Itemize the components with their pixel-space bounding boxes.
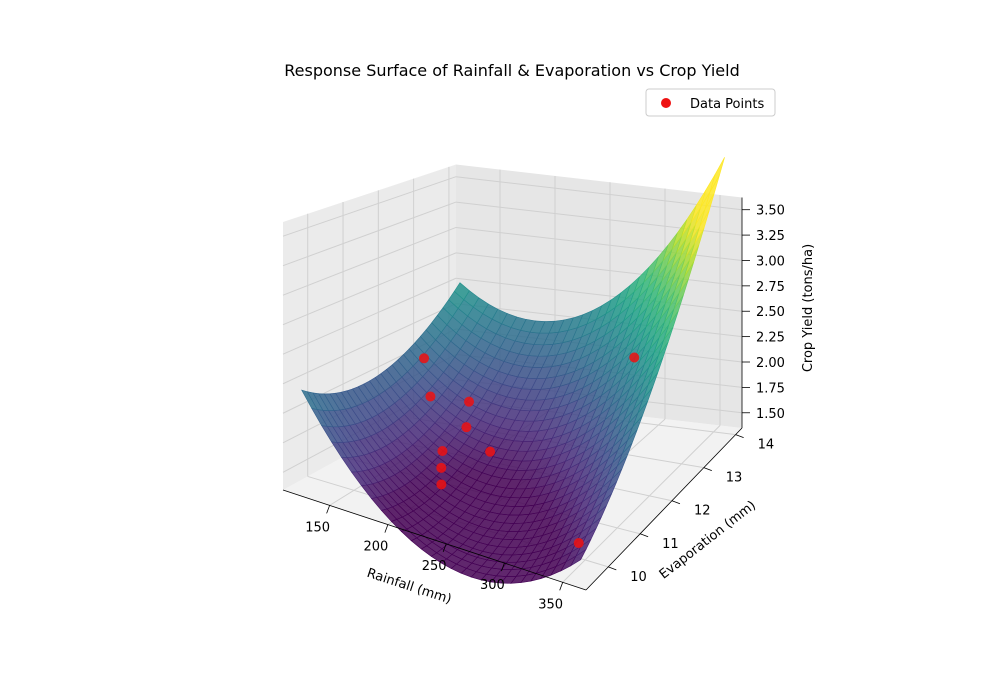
z-tick-label: 2.75 <box>756 280 785 295</box>
y-tick-label: 12 <box>694 504 711 519</box>
grid-line-z-back <box>455 277 743 312</box>
z-tick-label: 1.75 <box>756 381 785 396</box>
x-tick <box>501 562 505 572</box>
chart-title: Response Surface of Rainfall & Evaporati… <box>284 61 739 80</box>
grid-line-x-floor <box>562 425 721 583</box>
grid-line-z-left <box>282 303 457 385</box>
z-tick-label: 3.00 <box>756 254 785 269</box>
y-tick <box>608 566 617 571</box>
z-axis-label: Crop Yield (tons/ha) <box>801 244 816 372</box>
data-point <box>485 446 496 457</box>
legend-label: Data Points <box>690 97 764 112</box>
y-tick-label: 10 <box>630 570 647 585</box>
x-tick <box>442 543 447 552</box>
y-tick <box>735 434 744 438</box>
grid-line-z-left <box>282 201 457 267</box>
data-point <box>436 479 447 490</box>
x-tick-label: 300 <box>480 578 505 593</box>
grid-line-z-back <box>455 176 743 211</box>
x-tick-label: 150 <box>305 520 330 535</box>
x-tick <box>326 505 330 514</box>
y-tick <box>671 500 681 505</box>
data-point <box>464 396 475 407</box>
z-tick-label: 2.50 <box>756 305 785 320</box>
z-tick-label: 3.50 <box>756 204 785 219</box>
grid-line-z-back <box>455 252 743 287</box>
x-tick-label: 250 <box>422 559 447 574</box>
x-tick-label: 350 <box>538 597 563 612</box>
y-axis-line <box>585 427 743 591</box>
x-tick <box>559 582 564 591</box>
legend: Data Points <box>645 88 776 117</box>
surface-facet <box>453 282 470 301</box>
response-surface <box>301 157 725 584</box>
data-point <box>461 422 472 433</box>
grid-line-z-left <box>282 176 457 237</box>
x-tick-label: 200 <box>363 540 388 555</box>
grid-line-z-left <box>282 277 457 355</box>
grid-line-z-left <box>282 252 457 326</box>
data-point <box>437 445 448 456</box>
data-point <box>573 538 584 549</box>
data-point <box>425 391 436 402</box>
y-tick-label: 14 <box>758 438 775 453</box>
grid-line-z-left <box>282 227 457 296</box>
x-axis-line <box>282 489 587 591</box>
data-point <box>419 353 430 364</box>
z-tick-label: 2.25 <box>756 331 785 346</box>
data-point <box>629 352 640 363</box>
y-tick <box>639 533 649 538</box>
data-point <box>436 462 447 473</box>
y-tick-label: 13 <box>726 471 743 486</box>
legend-box <box>645 88 776 117</box>
scatter-points <box>419 352 640 549</box>
legend-marker <box>661 98 671 108</box>
z-tick-label: 2.00 <box>756 356 785 371</box>
y-tick-label: 11 <box>662 537 679 552</box>
z-tick-label: 1.50 <box>756 407 785 422</box>
z-tick-label: 3.25 <box>756 229 785 244</box>
x-tick <box>384 524 389 533</box>
y-tick <box>703 467 712 472</box>
